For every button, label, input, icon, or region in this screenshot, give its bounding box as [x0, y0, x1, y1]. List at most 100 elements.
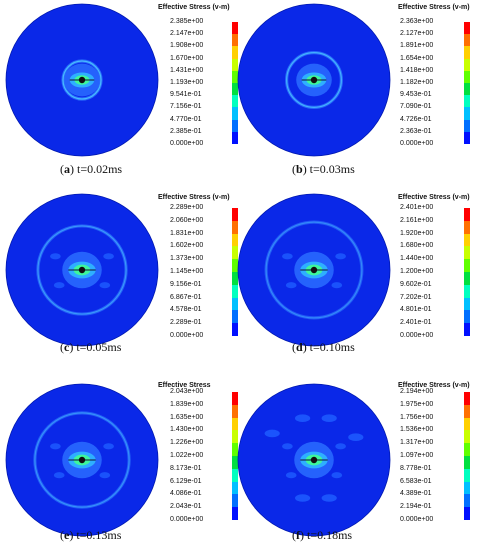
colorbar-tick-label: 1.145e+00: [170, 268, 204, 275]
colorbar-tick-label: 2.147e+00: [170, 30, 204, 38]
caption-letter: f: [296, 528, 300, 542]
colorbar-tick-label: 9.156e-01: [170, 280, 202, 288]
colorbar: [464, 392, 470, 521]
colorbar-segment: [232, 131, 238, 145]
borehole: [78, 76, 86, 84]
colorbar-tick-label: 1.440e+00: [400, 255, 434, 263]
colorbar-tick-label: 2.194e-01: [400, 503, 432, 511]
colorbar-tick-label: 8.173e-01: [170, 464, 202, 472]
colorbar-tick-label: 6.867e-01: [170, 293, 202, 301]
damage-patch: [285, 282, 297, 289]
colorbar-tick-label: 2.363e+00: [400, 18, 434, 25]
colorbar-segment: [232, 310, 238, 324]
colorbar-tick-label: 1.431e+00: [170, 66, 204, 74]
colorbar-segment: [232, 83, 238, 96]
colorbar-segment: [232, 443, 238, 457]
colorbar-tick-label: 0.000e+00: [170, 516, 204, 523]
stress-wave-ring: [264, 220, 364, 320]
caption-open-paren: (: [60, 340, 64, 354]
stress-wave-ring: [33, 411, 131, 509]
colorbar-segment: [232, 507, 238, 521]
colorbar-tick-label: 1.920e+00: [400, 229, 434, 237]
legend-title: Effective Stress (v-m): [398, 4, 470, 11]
colorbar-tick-label: 2.401e+00: [400, 204, 434, 211]
colorbar-tick-label: 6.583e-01: [400, 477, 432, 485]
colorbar-tick-label: 9.453e-01: [400, 91, 432, 99]
colorbar-tick-label: 2.385e-01: [170, 127, 202, 135]
colorbar-tick-label: 4.086e-01: [170, 490, 202, 498]
colorbar-segment: [464, 119, 470, 133]
colorbar-tick-label: 7.090e-01: [400, 103, 432, 111]
legend-title: Effective Stress (v-m): [158, 194, 230, 201]
colorbar-tick-label: 1.839e+00: [170, 400, 204, 408]
panel-caption: (b) t=0.03ms: [292, 162, 355, 177]
colorbar-segment: [232, 392, 238, 406]
colorbar-segment: [464, 310, 470, 324]
colorbar-tick-label: 1.831e+00: [170, 229, 204, 237]
stress-contour-plot: [237, 193, 391, 347]
damage-patch: [335, 443, 346, 450]
colorbar-tick-label: 1.908e+00: [170, 42, 204, 50]
colorbar-tick-label: 1.317e+00: [400, 439, 434, 447]
caption-time: ) t=0.03ms: [302, 162, 355, 176]
colorbar-segment: [464, 272, 470, 286]
colorbar-segment: [464, 246, 470, 260]
colorbar-tick-label: 1.670e+00: [170, 54, 204, 62]
caption-open-paren: (: [292, 528, 296, 542]
colorbar-segment: [232, 272, 238, 286]
stress-contour-plot: [237, 3, 391, 157]
damage-patch: [282, 253, 293, 260]
colorbar-tick-label: 0.000e+00: [170, 140, 204, 147]
colorbar-segment: [464, 297, 470, 311]
stress-contour-plot: [5, 193, 159, 347]
damage-patch: [335, 253, 346, 260]
colorbar-segment: [464, 404, 470, 419]
colorbar-tick-label: 4.389e-01: [400, 490, 432, 498]
damage-patch: [285, 472, 297, 479]
colorbar-tick-label: 4.801e-01: [400, 306, 432, 314]
colorbar-segment: [464, 208, 470, 222]
damage-patch: [53, 472, 65, 479]
colorbar-segment: [464, 22, 470, 35]
damage-patch: [103, 443, 114, 450]
colorbar-segment: [464, 481, 470, 495]
damage-patch: [50, 443, 61, 450]
stress-wave-front: [265, 221, 363, 319]
colorbar-tick-label: 1.373e+00: [170, 255, 204, 263]
colorbar-tick-label: 1.536e+00: [400, 426, 434, 434]
colorbar-tick-label: 2.194e+00: [400, 388, 434, 395]
colorbar-tick-label: 9.541e-01: [170, 91, 202, 99]
colorbar-segment: [232, 208, 238, 222]
legend-title: Effective Stress (v-m): [398, 194, 470, 201]
damage-patch: [103, 253, 114, 260]
colorbar-segment: [464, 284, 470, 299]
panel-caption: (c) t=0.05ms: [60, 340, 121, 355]
colorbar: [232, 208, 238, 337]
colorbar-tick-label: 2.043e+00: [170, 388, 204, 395]
colorbar-segment: [232, 430, 238, 444]
colorbar-tick-label: 9.602e-01: [400, 280, 432, 288]
colorbar-segment: [232, 220, 238, 235]
colorbar-tick-label: 0.000e+00: [170, 332, 204, 339]
colorbar-tick-label: 2.289e-01: [170, 319, 202, 327]
stress-wave-front: [37, 225, 127, 315]
legend-title: Effective Stress (v-m): [158, 4, 230, 11]
colorbar-segment: [464, 34, 470, 47]
colorbar-segment: [464, 70, 470, 84]
colorbar-tick-label: 1.891e+00: [400, 42, 434, 50]
colorbar: [232, 392, 238, 521]
colorbar-segment: [232, 323, 238, 337]
colorbar-segment: [232, 284, 238, 299]
caption-letter: d: [296, 340, 303, 354]
caption-time: ) t=0.02ms: [70, 162, 123, 176]
colorbar-segment: [232, 297, 238, 311]
caption-open-paren: (: [292, 162, 296, 176]
colorbar-segment: [464, 494, 470, 508]
colorbar-segment: [464, 507, 470, 521]
colorbar-tick-label: 1.975e+00: [400, 400, 434, 408]
damage-patch: [348, 433, 364, 441]
colorbar-tick-label: 2.401e-01: [400, 319, 432, 327]
colorbar-tick-label: 2.385e+00: [170, 18, 204, 25]
caption-time: ) t=0.18ms: [300, 528, 353, 542]
colorbar: [464, 22, 470, 145]
